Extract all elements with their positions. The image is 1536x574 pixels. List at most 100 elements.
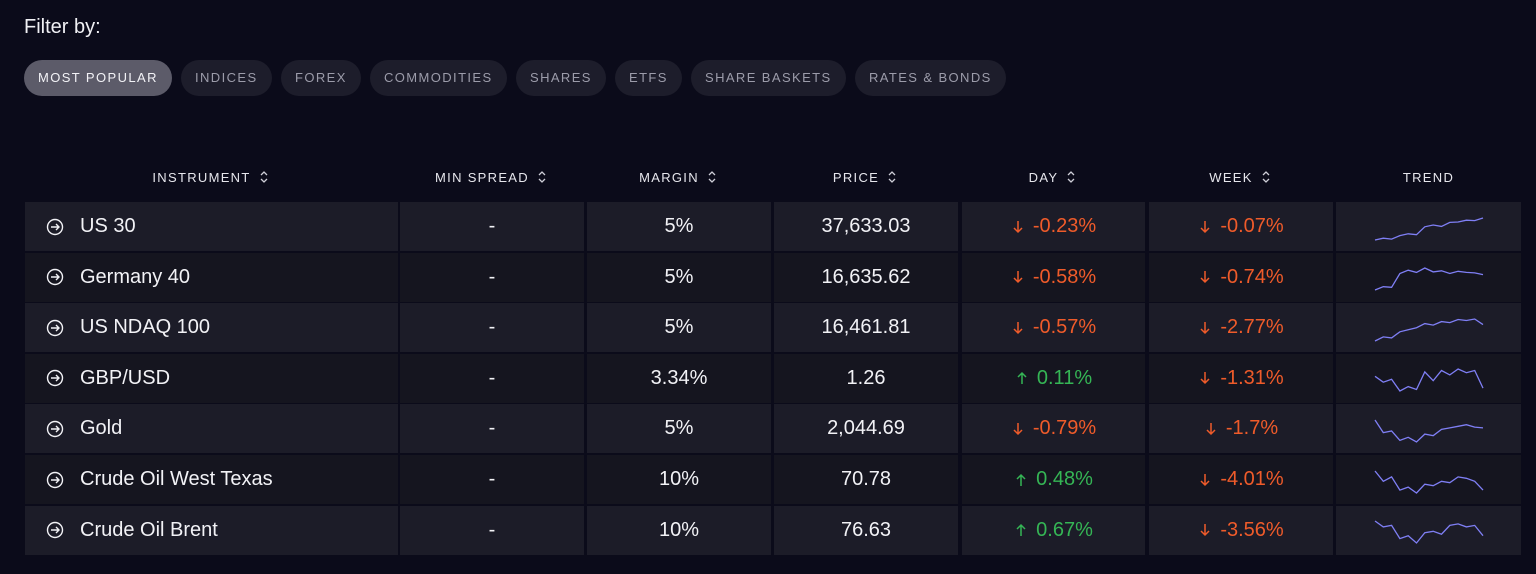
down-arrow <box>1200 220 1210 233</box>
sort-icon[interactable] <box>1259 170 1273 184</box>
table-cell: 3.34% <box>587 353 771 403</box>
filter-tab[interactable]: COMMODITIES <box>370 60 507 96</box>
sort-icon[interactable] <box>1064 170 1078 184</box>
column-header[interactable]: MIN SPREAD <box>400 168 584 188</box>
table-cell <box>1336 353 1521 403</box>
table-cell: -2.77% <box>1149 303 1333 353</box>
column-header[interactable]: DAY <box>962 168 1145 188</box>
row-link-icon[interactable] <box>46 369 64 387</box>
table-cell: -0.07% <box>1149 202 1333 251</box>
table-cell[interactable]: US NDAQ 100 <box>25 303 398 353</box>
table-cell[interactable]: Crude Oil Brent <box>25 505 398 555</box>
sort-arrows <box>260 171 268 183</box>
cell-value: 10% <box>658 518 700 541</box>
table-cell: - <box>400 353 584 403</box>
filter-tab[interactable]: ETFS <box>615 60 682 96</box>
row-link-icon[interactable] <box>46 218 64 236</box>
cell-value: -1.31% <box>1220 366 1284 389</box>
cell-value: 16,461.81 <box>821 316 911 339</box>
trend-line <box>1374 520 1484 545</box>
arrow-shape <box>1016 524 1026 537</box>
table-cell: - <box>400 505 584 555</box>
column-header[interactable]: WEEK <box>1149 168 1333 188</box>
sort-icon[interactable] <box>535 170 549 184</box>
cell-value: 1.26 <box>846 366 886 389</box>
sparkline <box>1374 216 1483 241</box>
table-cell: 16,461.81 <box>774 303 958 353</box>
arrow-shape <box>1013 321 1023 334</box>
table-cell[interactable]: Germany 40 <box>25 252 398 302</box>
down-arrow <box>1200 271 1210 284</box>
filter-tab[interactable]: RATES & BONDS <box>855 60 1006 96</box>
table-cell: - <box>400 202 584 251</box>
column-header-text: PRICE <box>832 170 880 185</box>
column-header-text: MARGIN <box>639 170 699 185</box>
cell-value: 10% <box>658 468 700 490</box>
filter-tab[interactable]: SHARE BASKETS <box>691 60 846 96</box>
table-cell: 0.11% <box>962 353 1145 403</box>
row-link-icon[interactable] <box>46 471 64 489</box>
cell-value: 5% <box>664 215 694 237</box>
table-cell: -0.79% <box>962 404 1145 454</box>
instrument-name: Germany 40 <box>80 265 191 288</box>
table-cell[interactable]: Gold <box>25 404 398 454</box>
trend-line <box>1374 368 1484 393</box>
trend-line <box>1373 419 1483 443</box>
table-cell: 70.78 <box>774 455 958 504</box>
sort-icon[interactable] <box>257 170 271 184</box>
table-cell: -3.56% <box>1149 505 1333 555</box>
instrument-name: US NDAQ 100 <box>80 316 211 339</box>
icon-arrow <box>51 223 60 230</box>
table-cell: -1.31% <box>1149 353 1333 403</box>
sort-icon[interactable] <box>885 170 899 184</box>
sparkline <box>1374 368 1484 393</box>
table-cell: -0.23% <box>962 202 1145 251</box>
cell-value: -0.58% <box>1032 265 1097 288</box>
down-arrow <box>1206 422 1216 435</box>
filter-tab[interactable]: FOREX <box>281 60 361 96</box>
row-link-icon[interactable] <box>46 521 64 539</box>
icon-circle <box>46 521 64 539</box>
instrument-name: Crude Oil West Texas <box>80 468 273 490</box>
sparkline <box>1373 419 1483 443</box>
table-cell[interactable]: GBP/USD <box>25 353 398 403</box>
trend-line <box>1374 318 1483 342</box>
cell-value: -0.57% <box>1032 316 1097 339</box>
icon-arrow <box>51 374 60 382</box>
icon-circle <box>46 268 64 286</box>
sparkline <box>1374 520 1484 545</box>
row-link-icon[interactable] <box>46 268 64 286</box>
down-arrow <box>1200 321 1210 334</box>
cell-value: 2,044.69 <box>827 417 905 440</box>
sort-icon[interactable] <box>705 170 719 184</box>
filter-tab[interactable]: SHARES <box>516 60 606 96</box>
down-arrow <box>1200 473 1210 486</box>
cell-value: 3.34% <box>650 366 708 389</box>
sort-arrows <box>708 171 716 183</box>
table-cell: - <box>400 455 584 504</box>
table-cell: 5% <box>587 303 771 353</box>
trend-line <box>1374 267 1483 291</box>
table-cell[interactable]: US 30 <box>25 202 398 251</box>
column-header[interactable]: INSTRUMENT <box>25 168 398 188</box>
filter-tab[interactable]: INDICES <box>181 60 272 96</box>
down-arrow <box>1013 422 1023 435</box>
table-cell: -0.74% <box>1149 252 1333 302</box>
table-cell <box>1336 202 1521 251</box>
table-cell <box>1336 455 1521 504</box>
row-link-icon[interactable] <box>46 420 64 438</box>
sort-arrows <box>538 171 546 183</box>
row-link-icon[interactable] <box>46 319 64 337</box>
column-header-text: DAY <box>1028 170 1059 185</box>
column-header-text: WEEK <box>1209 170 1253 185</box>
table-cell[interactable]: Crude Oil West Texas <box>25 455 398 504</box>
cell-value: 76.63 <box>840 518 892 541</box>
table-cell: 16,635.62 <box>774 252 958 302</box>
column-header[interactable]: PRICE <box>774 168 958 188</box>
arrow-shape <box>1017 372 1027 385</box>
filter-tab[interactable]: MOST POPULAR <box>24 60 172 96</box>
column-header[interactable]: MARGIN <box>587 168 771 188</box>
down-arrow <box>1200 372 1210 385</box>
table-cell: -0.58% <box>962 252 1145 302</box>
arrow-shape <box>1016 473 1026 486</box>
